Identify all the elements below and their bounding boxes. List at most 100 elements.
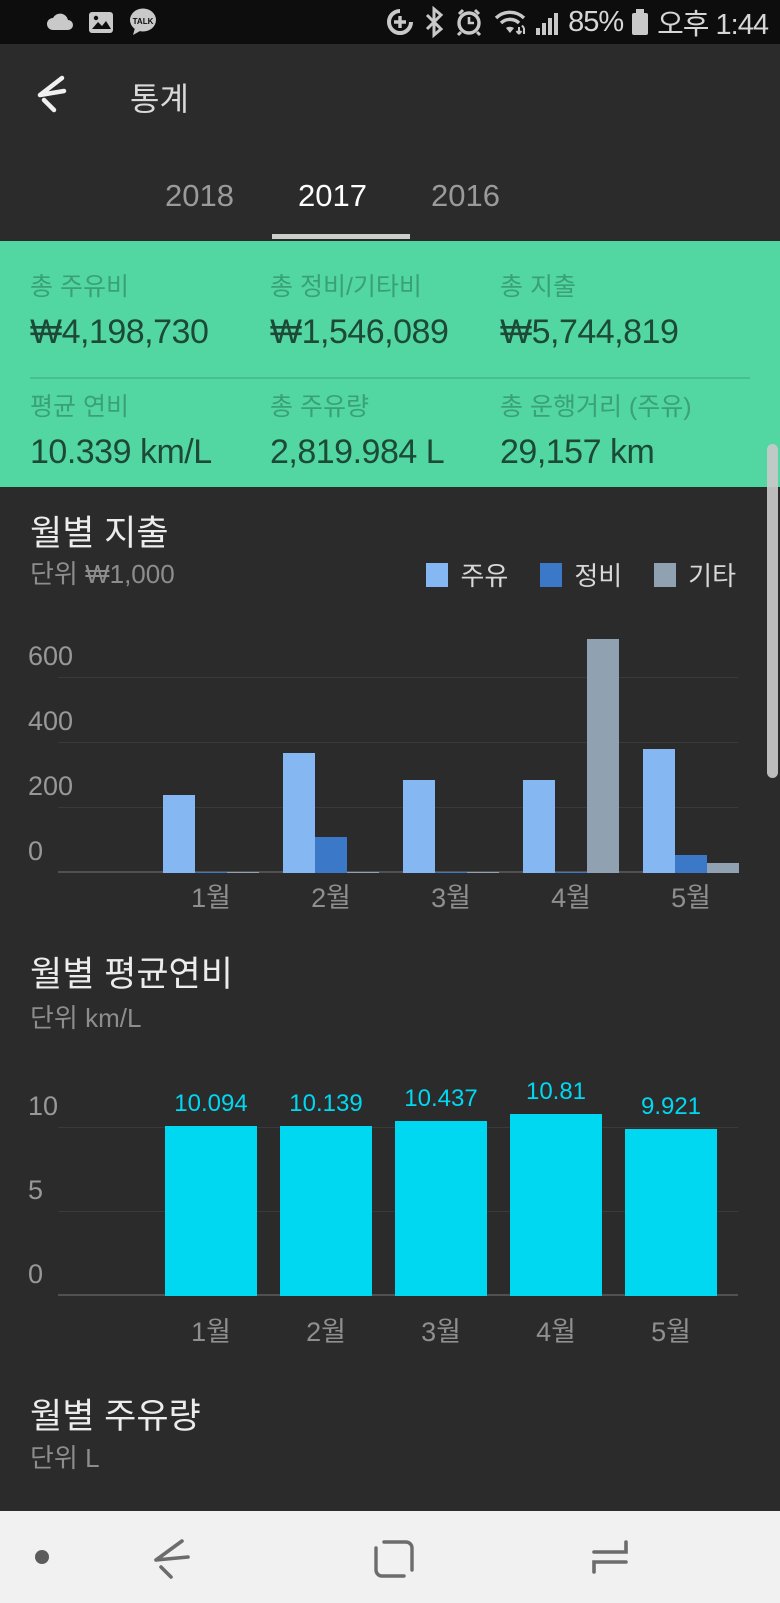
bar-주유-4월 (523, 780, 555, 873)
summary-total-maintenance-cost: 총 정비/기타비 ₩1,546,089 (270, 273, 449, 351)
fuel-swatch-icon (426, 562, 449, 587)
gridline-200 (58, 807, 738, 808)
bar-정비-5월 (675, 855, 707, 873)
navigation-bar (0, 1511, 780, 1603)
volume-chart-title: 월별 주유량 (30, 1397, 201, 1436)
bar-기타-5월 (707, 863, 739, 873)
expense-chart-legend: 주유 정비 기타 (426, 556, 736, 593)
summary-total-fuel-volume: 총 주유량 2,819.984 L (270, 393, 445, 471)
gridline-400 (58, 742, 738, 743)
status-time: 오후 1:44 (657, 9, 769, 41)
app-header: 통계 (0, 44, 780, 164)
month-label-1월: 1월 (191, 883, 231, 913)
signal-icon (536, 13, 559, 35)
expense-chart-plot: 0 200 400 600 (0, 618, 780, 873)
tab-2017[interactable]: 2017 (298, 178, 367, 213)
tab-2016[interactable]: 2016 (431, 178, 500, 213)
gallery-icon (89, 12, 113, 33)
kakaotalk-icon: TALK (130, 8, 156, 35)
nav-hide-dot-button[interactable] (20, 1511, 64, 1603)
month-label-5월: 5월 (651, 1317, 691, 1347)
nav-recents-icon (592, 1540, 628, 1574)
bar-평균연비-5월 (625, 1129, 717, 1296)
efficiency-chart-plot: 0 5 10 10.094 10.139 10.437 10.81 9.921 (0, 1070, 780, 1296)
legend-item-fuel: 주유 (426, 556, 508, 593)
legend-item-maintenance: 정비 (540, 556, 622, 593)
alarm-icon (457, 8, 482, 37)
bar-평균연비-4월 (510, 1114, 602, 1296)
bar-기타-2월 (347, 872, 379, 873)
month-label-2월: 2월 (306, 1317, 346, 1347)
expense-chart-unit: 단위 ₩1,000 (30, 559, 175, 589)
tab-2018[interactable]: 2018 (165, 178, 234, 213)
bar-value-label: 9.921 (640, 1093, 702, 1120)
battery-percent: 85% (568, 5, 624, 38)
dot-icon (35, 1550, 49, 1564)
bar-value-label: 10.094 (174, 1090, 248, 1117)
bar-정비-3월 (435, 872, 467, 873)
month-label-1월: 1월 (191, 1317, 231, 1347)
nav-home-icon (374, 1540, 414, 1578)
year-tabs: 2018 2017 2016 (133, 168, 533, 224)
bar-정비-1월 (195, 872, 227, 873)
status-notification-icons: TALK (0, 5, 160, 39)
nav-recents-button[interactable] (570, 1511, 650, 1603)
nav-back-button[interactable] (130, 1511, 210, 1603)
page-title: 통계 (130, 81, 189, 117)
maintenance-swatch-icon (540, 562, 563, 587)
scrollbar-thumb[interactable] (767, 444, 778, 778)
bluetooth-icon (426, 6, 444, 38)
summary-total-distance: 총 운행거리 (주유) 29,157 km (500, 393, 692, 471)
back-button[interactable] (30, 72, 78, 116)
expense-chart-month-axis: 1월 2월 3월 4월 5월 (0, 876, 780, 913)
efficiency-chart-month-axis: 1월 2월 3월 4월 5월 (0, 1310, 780, 1347)
nav-back-icon (154, 1539, 190, 1579)
bar-주유-5월 (643, 749, 675, 873)
gridline-600 (58, 677, 738, 678)
bar-평균연비-2월 (280, 1126, 372, 1296)
bar-value-label: 10.81 (525, 1078, 587, 1105)
wifi-icon (494, 10, 526, 35)
month-label-4월: 4월 (536, 1317, 576, 1347)
nav-home-button[interactable] (353, 1511, 433, 1603)
summary-divider (30, 377, 750, 379)
summary-card: 총 주유비 ₩4,198,730 총 정비/기타비 ₩1,546,089 총 지… (0, 241, 780, 487)
month-label-3월: 3월 (431, 883, 471, 913)
bar-주유-1월 (163, 795, 195, 873)
bar-주유-3월 (403, 780, 435, 873)
y-tick-label: 600 (28, 641, 74, 671)
month-label-2월: 2월 (311, 883, 351, 913)
y-tick-label: 200 (28, 771, 74, 801)
summary-total-spending: 총 지출 ₩5,744,819 (500, 273, 679, 351)
y-tick-label: 0 (28, 836, 44, 866)
bar-기타-4월 (587, 639, 619, 873)
y-tick-label: 5 (28, 1175, 44, 1205)
bar-value-label: 10.139 (289, 1090, 363, 1117)
status-bar: TALK (0, 0, 780, 44)
bar-정비-4월 (555, 872, 587, 873)
summary-avg-efficiency: 평균 연비 10.339 km/L (30, 393, 212, 471)
month-label-5월: 5월 (671, 883, 711, 913)
legend-item-other: 기타 (654, 556, 736, 593)
bar-평균연비-1월 (165, 1126, 257, 1296)
active-tab-underline (272, 234, 410, 239)
battery-icon (632, 9, 649, 35)
y-tick-label: 10 (28, 1091, 59, 1121)
bar-기타-1월 (227, 872, 259, 873)
data-saver-icon (387, 9, 414, 35)
bar-기타-3월 (467, 872, 499, 873)
bar-정비-2월 (315, 837, 347, 873)
month-label-3월: 3월 (421, 1317, 461, 1347)
month-label-4월: 4월 (551, 883, 591, 913)
other-swatch-icon (654, 562, 677, 587)
y-tick-label: 400 (28, 706, 74, 736)
bar-평균연비-3월 (395, 1121, 487, 1296)
expense-chart-title: 월별 지출 (30, 514, 169, 553)
svg-text:TALK: TALK (133, 17, 154, 26)
bar-value-label: 10.437 (404, 1085, 478, 1112)
back-arrow-icon (37, 75, 67, 113)
y-tick-label: 0 (28, 1259, 44, 1289)
volume-chart-unit: 단위 L (30, 1443, 100, 1473)
efficiency-chart-unit: 단위 km/L (30, 1003, 142, 1033)
